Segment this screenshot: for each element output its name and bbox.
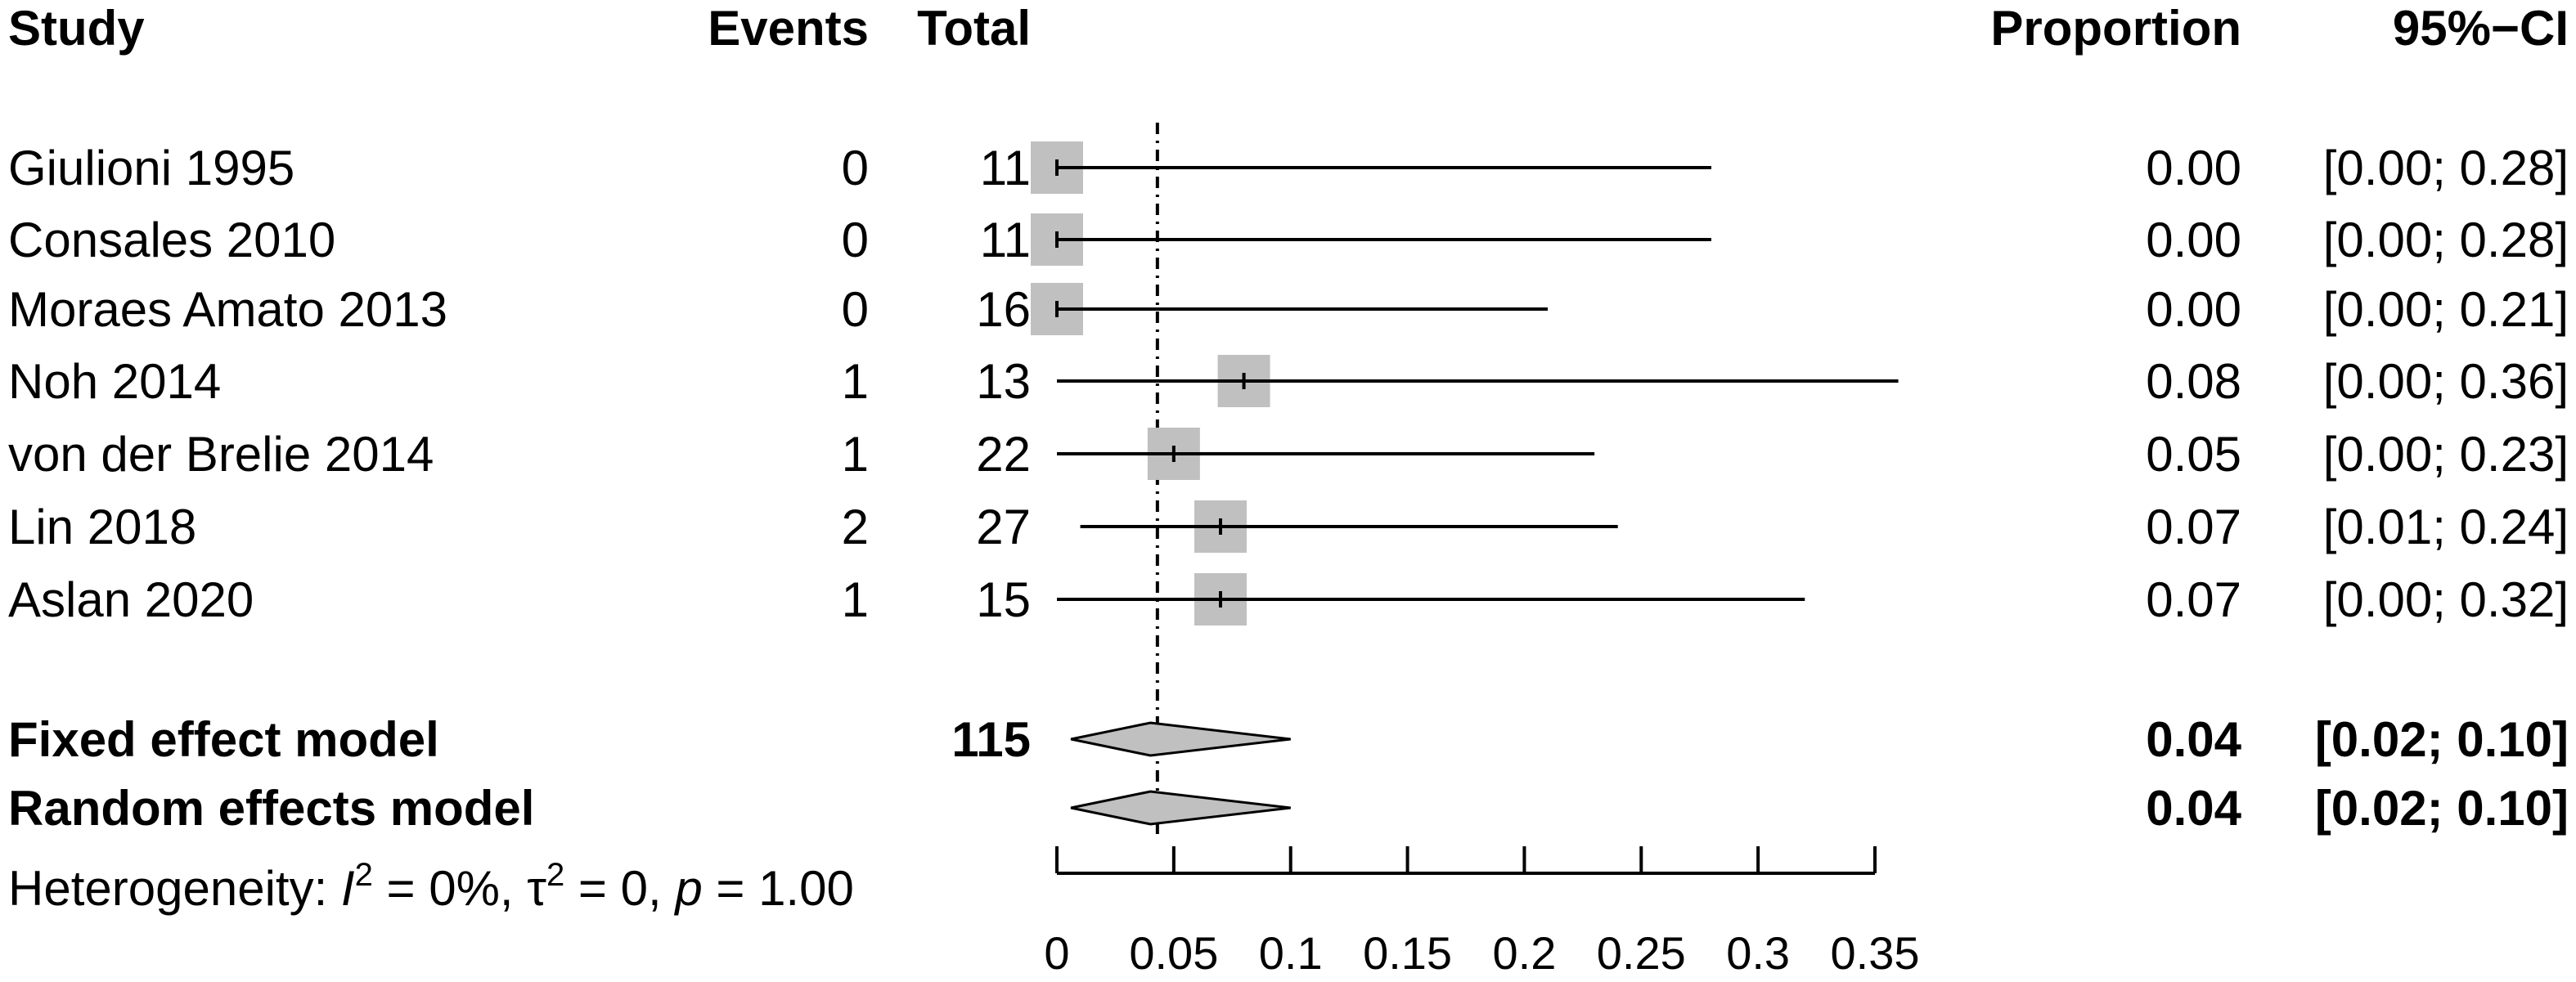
study-name: Consales 2010 [8, 213, 335, 267]
study-total: 22 [976, 427, 1031, 482]
study-name: Giulioni 1995 [8, 141, 294, 195]
study-ci: [0.00; 0.36] [2323, 354, 2569, 409]
study-events: 0 [842, 141, 869, 195]
x-tick-label: 0.15 [1363, 927, 1452, 979]
study-events: 1 [842, 354, 869, 409]
model-ci: [0.02; 0.10] [2315, 712, 2569, 767]
header-events: Events [708, 1, 869, 56]
study-proportion: 0.07 [2146, 572, 2241, 627]
model-diamond [1070, 721, 1291, 757]
study-events: 0 [842, 282, 869, 337]
study-events: 0 [842, 213, 869, 267]
study-name: von der Brelie 2014 [8, 427, 434, 482]
study-proportion: 0.00 [2146, 282, 2241, 337]
study-proportion: 0.08 [2146, 354, 2241, 409]
model-ci: [0.02; 0.10] [2315, 781, 2569, 836]
study-ci: [0.00; 0.32] [2323, 572, 2569, 627]
study-total: 11 [980, 141, 1031, 195]
study-total: 13 [976, 354, 1031, 409]
study-proportion: 0.00 [2146, 141, 2241, 195]
header-total: Total [917, 1, 1031, 56]
heterogeneity-text: Heterogeneity: I2 = 0%, τ2 = 0, p = 1.00 [8, 857, 854, 916]
x-tick-label: 0.35 [1831, 927, 1920, 979]
model-proportion: 0.04 [2146, 712, 2241, 767]
study-ci: [0.00; 0.21] [2323, 282, 2569, 337]
study-name: Aslan 2020 [8, 572, 254, 627]
study-total: 11 [980, 213, 1031, 267]
header-study: Study [8, 1, 145, 56]
study-events: 1 [842, 427, 869, 482]
study-name: Lin 2018 [8, 500, 196, 554]
study-proportion: 0.00 [2146, 213, 2241, 267]
x-tick-label: 0.2 [1492, 927, 1556, 979]
study-ci: [0.00; 0.23] [2323, 427, 2569, 482]
header-proportion: Proportion [1990, 1, 2241, 56]
study-total: 16 [976, 282, 1031, 337]
model-proportion: 0.04 [2146, 781, 2241, 836]
study-events: 2 [842, 500, 869, 554]
x-tick-label: 0.3 [1726, 927, 1790, 979]
study-events: 1 [842, 572, 869, 627]
study-ci: [0.00; 0.28] [2323, 141, 2569, 195]
x-tick-label: 0.05 [1129, 927, 1218, 979]
x-tick-label: 0.1 [1259, 927, 1323, 979]
study-total: 27 [976, 500, 1031, 554]
header-ci: 95%−CI [2393, 1, 2569, 56]
model-name: Random effects model [8, 781, 534, 836]
model-diamond [1070, 790, 1291, 826]
plot-area: 0 0.05 0.1 0.15 0.2 0.25 0.3 0.35 [1031, 123, 1920, 979]
study-ci: [0.01; 0.24] [2323, 500, 2569, 554]
study-total: 15 [976, 572, 1031, 627]
x-tick-label: 0.25 [1597, 927, 1686, 979]
model-name: Fixed effect model [8, 712, 439, 767]
study-proportion: 0.05 [2146, 427, 2241, 482]
study-name: Noh 2014 [8, 354, 221, 409]
study-rows: Giulioni 1995 0 11 0.00 [0.00; 0.28]Consales… [8, 141, 2569, 836]
study-proportion: 0.07 [2146, 500, 2241, 554]
study-name: Moraes Amato 2013 [8, 282, 447, 337]
study-ci: [0.00; 0.28] [2323, 213, 2569, 267]
x-tick-label: 0 [1044, 927, 1069, 979]
model-total: 115 [951, 712, 1031, 767]
